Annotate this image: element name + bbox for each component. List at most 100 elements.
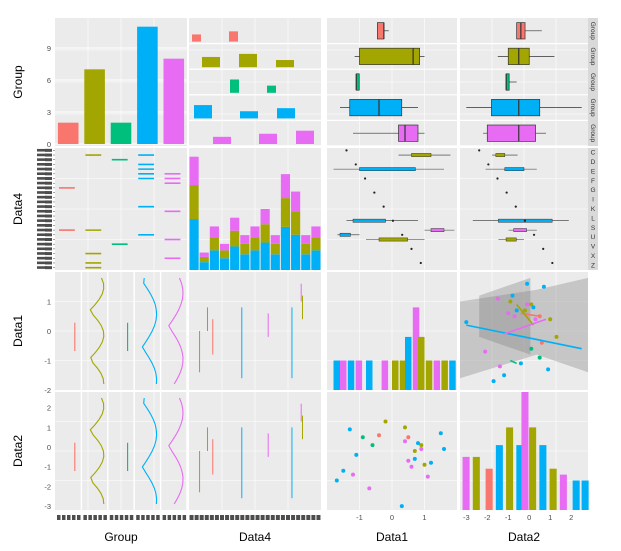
x-tick-glyph: [265, 515, 270, 520]
x-tick-glyph: [209, 515, 214, 520]
box: [504, 167, 525, 171]
y-tick-glyph: [37, 266, 47, 269]
histogram-bar: [192, 34, 201, 42]
histogram-bar: [189, 219, 199, 270]
y-tick-label: 0: [47, 327, 51, 336]
histogram-bar: [203, 105, 212, 119]
x-tick-glyph: [204, 515, 209, 520]
scatter-point: [529, 346, 534, 351]
histogram-bar: [250, 250, 260, 270]
x-tick-glyph: [291, 515, 296, 520]
scatter-point: [429, 460, 433, 465]
scatter-point: [406, 435, 411, 440]
histogram-bar: [268, 133, 277, 144]
bar: [163, 58, 185, 144]
tick-label-glyph: [45, 162, 52, 166]
y-axis-title: Group: [11, 65, 25, 99]
scatter-point: [347, 427, 352, 432]
box: [359, 47, 420, 65]
y-tick-label: 0: [47, 140, 51, 149]
outlier-point: [532, 233, 536, 236]
x-tick-glyph: [83, 515, 87, 520]
x-tick-glyph: [182, 515, 187, 520]
outlier-point: [345, 149, 348, 152]
histogram-bar: [301, 243, 311, 255]
outlier-point: [505, 191, 508, 194]
scatter-point: [546, 367, 551, 372]
x-tick-glyph: [129, 515, 134, 520]
x-tick-glyph: [301, 515, 306, 520]
outlier-point: [496, 177, 499, 180]
x-tick-glyph: [280, 515, 285, 520]
scatter-point: [367, 486, 372, 491]
histogram-bar: [249, 111, 258, 119]
histogram-bar: [311, 250, 321, 270]
outlier-point: [514, 205, 517, 208]
scatter-point: [383, 419, 388, 424]
x-tick-glyph: [88, 515, 92, 520]
x-tick-glyph: [194, 515, 199, 520]
scatter-point: [419, 443, 424, 448]
strip-label: F: [591, 178, 595, 185]
tick-label-glyph: [45, 209, 52, 213]
histogram-bar: [286, 108, 295, 119]
density-curve: [141, 277, 158, 385]
x-tick-glyph: [245, 515, 250, 520]
y-tick-glyph: [37, 158, 47, 161]
scatter-point: [360, 435, 365, 440]
strip-label: E: [591, 168, 596, 175]
strip-background: [588, 148, 598, 270]
tick-label-glyph: [45, 256, 52, 260]
x-tick-glyph: [214, 515, 219, 520]
scatter-point: [525, 281, 530, 286]
box: [378, 237, 408, 242]
density-curve: [89, 397, 105, 505]
y-tick-glyph: [37, 252, 47, 255]
histogram-bar: [412, 307, 420, 390]
y-tick-label: 2: [47, 404, 51, 413]
histogram-bar: [495, 445, 503, 510]
histogram-bar: [355, 360, 363, 390]
x-tick-glyph: [141, 515, 145, 520]
scatter-point: [506, 311, 511, 316]
histogram-bar: [240, 254, 250, 270]
x-tick-glyph: [57, 515, 61, 520]
histogram-bar: [285, 60, 294, 68]
x-tick-glyph: [103, 515, 107, 520]
smooth-line: [516, 303, 535, 326]
y-tick-glyph: [37, 209, 47, 213]
tick-label-glyph: [45, 181, 52, 185]
strip-label: K: [591, 206, 596, 213]
box: [495, 153, 506, 157]
x-tick-glyph: [146, 515, 150, 520]
outlier-point: [487, 163, 490, 166]
box: [491, 99, 541, 117]
tick-label-glyph: [45, 233, 52, 237]
histogram-bar: [291, 211, 301, 235]
y-tick-glyph: [37, 153, 47, 157]
histogram-bar: [280, 198, 291, 227]
histogram-bar: [270, 243, 280, 255]
histogram-bar: [399, 360, 407, 390]
outlier-point: [551, 261, 554, 265]
histogram-bar: [311, 226, 321, 238]
x-tick-glyph: [306, 515, 311, 520]
outlier-point: [542, 247, 545, 250]
tick-label-glyph: [45, 205, 52, 209]
strip-label: S: [591, 225, 596, 232]
histogram-bar: [194, 105, 203, 119]
y-axis-title: Data1: [11, 315, 25, 347]
box: [430, 228, 445, 232]
scatter-point: [510, 293, 515, 298]
outlier-point: [373, 191, 376, 194]
box: [339, 232, 351, 237]
scatter-point: [554, 334, 559, 339]
x-tick-glyph: [230, 515, 235, 520]
histogram-bar: [209, 237, 219, 251]
y-tick-glyph: [37, 191, 47, 194]
histogram-bar: [248, 53, 257, 68]
y-tick-glyph: [37, 242, 47, 246]
histogram-bar: [209, 250, 219, 270]
tick-label-glyph: [45, 238, 52, 241]
strip-label: Group: [589, 99, 596, 117]
